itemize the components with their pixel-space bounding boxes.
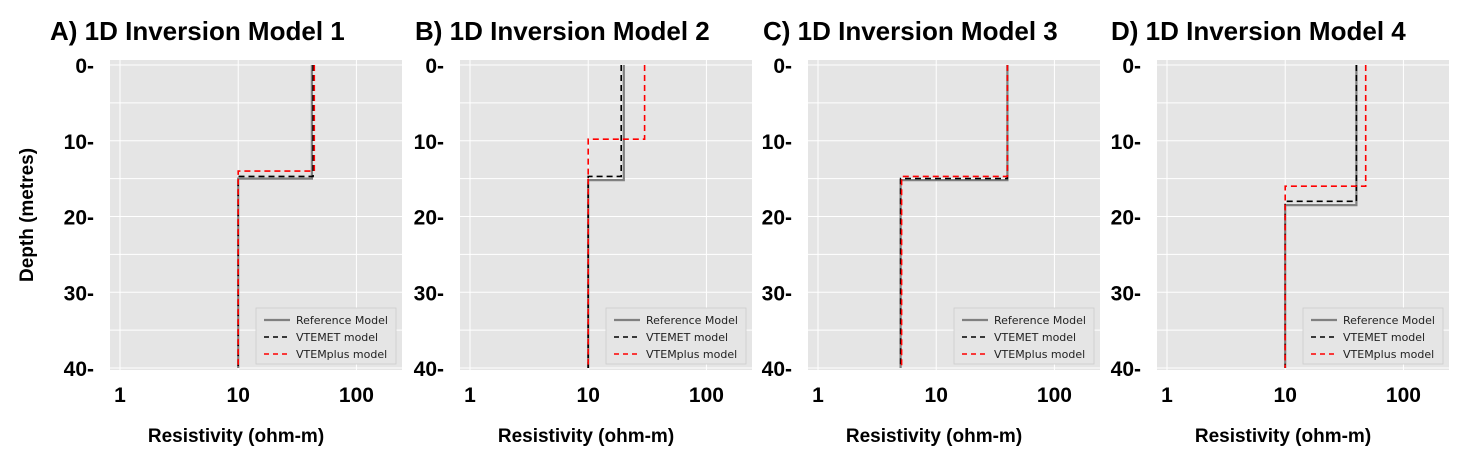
x-tick-label: 1 xyxy=(464,384,476,407)
legend-box xyxy=(605,307,747,365)
x-tick-label: 10 xyxy=(1274,384,1297,407)
legend-label: VTEMplus model xyxy=(994,348,1085,361)
y-tick-label: 0- xyxy=(425,55,444,78)
y-tick-label: 10- xyxy=(64,131,94,154)
x-axis-label: Resistivity (ohm-m) xyxy=(498,426,674,447)
y-tick-label: 10- xyxy=(762,131,792,154)
legend-label: VTEMET model xyxy=(994,331,1076,344)
y-tick-label: 20- xyxy=(64,207,94,230)
series-line-vtemplus-model xyxy=(237,65,316,368)
legend-box xyxy=(255,307,397,365)
chart-panel-1: A) 1D Inversion Model 1 0- 10- 20- 30- 40- 1 10… xyxy=(50,16,402,447)
y-tick-label: 0- xyxy=(773,55,792,78)
chart-panel-4: D) 1D Inversion Model 4 0- 10- 20- 30- 40- 1 10… xyxy=(1111,16,1449,447)
y-tick-label: 30- xyxy=(414,282,444,305)
legend-label: VTEMplus model xyxy=(646,348,737,361)
y-tick-label: 20- xyxy=(414,207,444,230)
x-tick-label: 10 xyxy=(227,384,250,407)
series-line-vtemplus-model xyxy=(1284,65,1367,368)
y-tick-label: 30- xyxy=(64,282,94,305)
x-tick-label: 100 xyxy=(1386,384,1421,407)
y-tick-label: 40- xyxy=(762,358,792,381)
x-tick-label: 100 xyxy=(689,384,724,407)
legend-label: Reference Model xyxy=(1343,314,1435,327)
x-axis-label: Resistivity (ohm-m) xyxy=(148,426,324,447)
x-tick-label: 10 xyxy=(577,384,600,407)
x-tick-label: 1 xyxy=(812,384,824,407)
y-tick-label: 40- xyxy=(414,358,444,381)
legend-box xyxy=(953,307,1095,365)
legend-label: VTEMET model xyxy=(646,331,728,344)
legend-label: VTEMplus model xyxy=(1343,348,1434,361)
y-tick-label: 0- xyxy=(1122,55,1141,78)
chart-title: D) 1D Inversion Model 4 xyxy=(1111,16,1406,46)
x-tick-label: 100 xyxy=(1037,384,1072,407)
y-tick-label: 40- xyxy=(1111,358,1141,381)
x-axis-label: Resistivity (ohm-m) xyxy=(1195,426,1371,447)
series-line-vtemplus-model xyxy=(587,65,646,368)
chart-title: B) 1D Inversion Model 2 xyxy=(415,16,710,46)
chart-panels: A) 1D Inversion Model 10-10-20-30-40-1 10… xyxy=(50,16,1449,447)
y-tick-label: 20- xyxy=(762,207,792,230)
x-axis-label: Resistivity (ohm-m) xyxy=(846,426,1022,447)
legend-label: Reference Model xyxy=(296,314,388,327)
y-axis-label: Depth (metres) xyxy=(17,148,38,282)
y-tick-label: 30- xyxy=(762,282,792,305)
series-line-vtemet-model xyxy=(899,65,1009,368)
y-tick-label: 0- xyxy=(75,55,94,78)
series-line-vtemplus-model xyxy=(900,65,1009,368)
chart-panel-3: C) 1D Inversion Model 3 0- 10- 20- 30- 40- 1 10… xyxy=(762,16,1100,447)
legend-label: Reference Model xyxy=(646,314,738,327)
y-tick-label: 10- xyxy=(1111,131,1141,154)
y-tick-label: 20- xyxy=(1111,207,1141,230)
y-tick-label: 40- xyxy=(64,358,94,381)
legend-label: VTEMplus model xyxy=(296,348,387,361)
chart-panel-2: B) 1D Inversion Model 2 0- 10- 20- 30- 40- 1 10… xyxy=(414,16,752,447)
x-tick-label: 10 xyxy=(925,384,948,407)
chart-title: C) 1D Inversion Model 3 xyxy=(763,16,1058,46)
y-tick-label: 30- xyxy=(1111,282,1141,305)
legend-label: Reference Model xyxy=(994,314,1086,327)
legend-box xyxy=(1302,307,1444,365)
x-tick-label: 1 xyxy=(1161,384,1173,407)
y-tick-label: 10- xyxy=(414,131,444,154)
x-tick-label: 100 xyxy=(339,384,374,407)
legend-label: VTEMET model xyxy=(296,331,378,344)
x-tick-label: 1 xyxy=(114,384,126,407)
legend-label: VTEMET model xyxy=(1343,331,1425,344)
chart-title: A) 1D Inversion Model 1 xyxy=(50,16,345,46)
